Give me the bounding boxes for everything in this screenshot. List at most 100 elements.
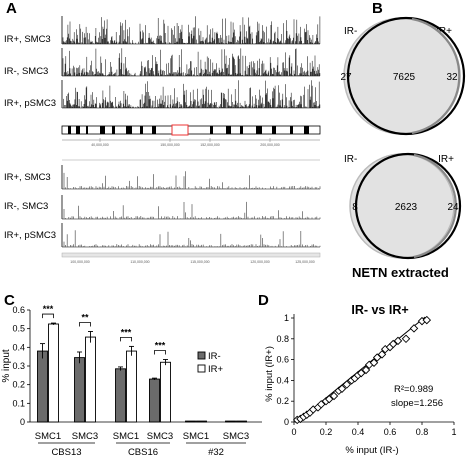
category-label: SMC1 [113, 431, 139, 442]
category-label: SMC3 [147, 431, 173, 442]
genome-browser-upper: 40,000,000 150,000,000 152,000,000 200,000,… [61, 16, 321, 147]
track-label: IR+, pSMC3 [4, 230, 57, 241]
ideogram-band [210, 126, 213, 134]
category-label: SMC3 [223, 431, 249, 442]
significance-label: *** [43, 304, 54, 314]
venn-circle-right [354, 152, 462, 260]
axis-tick-label: 200,000,000 [260, 143, 280, 147]
x-tick-label: 0 [291, 427, 296, 437]
significance-bracket [120, 337, 132, 342]
y-tick-label: 0 [20, 417, 25, 427]
venn-label-left: IR- [344, 26, 357, 37]
y-tick-label: 0.8 [276, 334, 289, 344]
data-point [369, 358, 379, 367]
x-tick-label: 0.4 [352, 427, 365, 437]
y-tick-label: 0.4 [12, 342, 25, 352]
data-point [316, 400, 326, 409]
group-label: CBS13 [51, 447, 81, 458]
axis-tick-label: 115,000,000 [190, 260, 209, 264]
data-point [329, 391, 339, 401]
group-label: CBS16 [128, 447, 158, 458]
ideogram-band [152, 126, 156, 134]
venn-count-left: 27 [340, 72, 352, 83]
x-tick-label: 0.2 [320, 427, 333, 437]
ideogram-band [290, 126, 293, 134]
data-point [401, 334, 411, 344]
y-tick-label: 0.2 [276, 396, 289, 406]
track-label: IR+, SMC3 [4, 172, 51, 183]
data-point [422, 315, 432, 325]
signal-track [63, 230, 321, 247]
venn-diagram-bottom: IR- IR+ 8 2623 24 [344, 152, 462, 260]
x-axis-label: % input (IR-) [345, 445, 398, 456]
venn-count-shared: 7625 [393, 72, 416, 83]
bar [160, 361, 171, 423]
data-point [342, 380, 352, 389]
venn-count-right: 24 [447, 202, 459, 213]
axis-tick-label: 150,000,000 [160, 143, 180, 147]
data-point [361, 365, 371, 375]
axis-tick-label: 125,000,000 [295, 260, 315, 264]
bar [149, 378, 160, 423]
ideogram-band [68, 126, 71, 134]
venn-caption: NETN extracted [352, 265, 449, 280]
category-label: SMC3 [72, 431, 98, 442]
y-tick-label: 0.4 [276, 375, 289, 385]
data-point [324, 394, 334, 404]
data-point [377, 350, 387, 359]
bar-chart: 0 0.1 0.2 0.3 0.4 0.5 0.6 % input SMC1 SMC3 SMC1 SM… [1, 304, 262, 458]
ideogram-band [112, 126, 115, 134]
track-label: IR+, SMC3 [4, 34, 51, 45]
y-tick-label: 0.1 [12, 398, 25, 408]
r-squared-label: R²=0.989 [394, 384, 433, 395]
significance-label: *** [155, 340, 166, 350]
axis-tick-label: 40,000,000 [91, 143, 109, 147]
significance-label: *** [121, 327, 132, 337]
ideogram-band [240, 126, 243, 134]
panel-b-letter: B [372, 0, 383, 17]
chromosome-ideogram [61, 124, 321, 136]
chart-title: IR- vs IR+ [351, 303, 408, 317]
panel-d-letter: D [258, 292, 269, 309]
signal-track [62, 48, 321, 76]
significance-bracket [42, 313, 54, 319]
axis-tick-label: 110,000,000 [130, 260, 149, 264]
x-tick-label: 0.8 [416, 427, 429, 437]
data-point [356, 368, 366, 378]
bar [196, 420, 207, 423]
x-tick-label: 1 [451, 427, 456, 437]
legend-swatch [197, 364, 206, 373]
ideogram-band [304, 126, 309, 134]
y-tick-label: 0.3 [12, 361, 25, 371]
y-axis-label: % input [1, 349, 12, 383]
scatter-plot: IR- vs IR+ 0 0.2 0.4 0.6 0.8 1 0 0.2 0.4 0.6 0.8 1 % … [264, 303, 457, 456]
bar [85, 336, 96, 423]
venn-diagram-top: IR- IR+ 27 7625 32 [340, 16, 466, 136]
legend-label: IR- [208, 351, 221, 362]
track-label: IR-, SMC3 [4, 66, 49, 77]
venn-label-right: IR+ [438, 154, 454, 165]
venn-circle-right [346, 16, 466, 136]
significance-label: ** [81, 312, 89, 322]
y-tick-label: 0.2 [12, 380, 25, 390]
data-point [337, 384, 347, 393]
signal-track [62, 80, 321, 108]
ideogram-band [256, 126, 262, 134]
axis-tick-label: 152,000,000 [200, 143, 220, 147]
track-label: IR-, SMC3 [4, 201, 49, 212]
y-tick-label: 0.5 [12, 324, 25, 334]
ideogram-band [226, 126, 231, 134]
bar [185, 420, 196, 423]
venn-label-left: IR- [344, 154, 357, 165]
venn-right-arc [411, 17, 461, 135]
venn-count-shared: 2623 [395, 202, 418, 213]
significance-bracket [79, 322, 91, 327]
bar [115, 368, 126, 423]
category-label: SMC1 [183, 431, 209, 442]
legend-label: IR+ [208, 364, 224, 375]
ideogram-band [76, 126, 80, 134]
bar [225, 420, 236, 423]
data-point [393, 336, 403, 346]
bar [48, 323, 59, 423]
ideogram-band [100, 126, 105, 134]
